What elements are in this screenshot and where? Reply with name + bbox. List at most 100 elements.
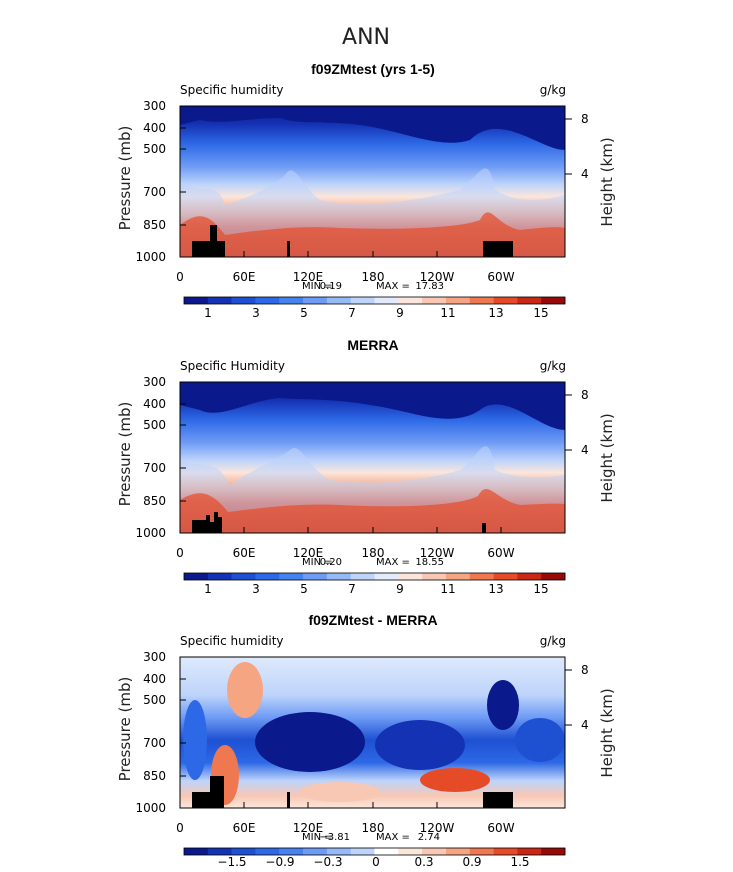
colorbar-label: 0.9 (462, 855, 481, 869)
ytick-label: 850 (143, 494, 166, 508)
colorbar-labels: 1 3 5 7 9 11 13 15 (204, 582, 548, 596)
colorbar-swatch (303, 297, 328, 304)
panel-left-label: Specific Humidity (180, 359, 285, 373)
min-label: MIN = (302, 557, 333, 568)
colorbar-swatch (184, 573, 209, 580)
colorbar-swatch (279, 297, 304, 304)
colorbar-swatch (517, 297, 542, 304)
colorbar-labels: −1.5 −0.9 −0.3 0 0.3 0.9 1.5 (217, 855, 529, 869)
ytick-label: 1000 (135, 250, 166, 264)
y-ticks-left (180, 105, 186, 226)
colorbar-label: 3 (252, 582, 260, 596)
units-label: g/kg (540, 83, 566, 97)
y-axis-left: 300 400 500 700 850 1000 (135, 650, 166, 815)
colorbar-label: 5 (300, 306, 308, 320)
colorbar-swatch (374, 297, 399, 304)
xtick-label: 120E (293, 821, 324, 835)
colorbar-swatch (184, 297, 209, 304)
colorbar-label: 1.5 (510, 855, 529, 869)
ytick-label: 850 (143, 218, 166, 232)
colorbar-swatch (541, 573, 566, 580)
colorbar (183, 572, 566, 581)
colorbar-swatch (279, 848, 304, 855)
colorbar-swatch (326, 848, 351, 855)
colorbar-swatch (231, 848, 256, 855)
units-label: g/kg (540, 634, 566, 648)
y-ticks-left (180, 381, 186, 502)
x-axis: 0 60E 120E 180 120W 60W (176, 821, 515, 835)
colorbar-label: 11 (440, 582, 455, 596)
colorbar-label: 15 (533, 582, 548, 596)
y-axis-title: Pressure (mb) (116, 677, 134, 782)
colorbar-label: −0.3 (313, 855, 342, 869)
xtick-label: 180 (362, 821, 385, 835)
colorbar-frame (183, 847, 566, 856)
colorbar (183, 296, 566, 305)
y-axis-right: 8 4 (581, 663, 589, 732)
colorbar-swatch (493, 573, 518, 580)
xtick-label: 120W (420, 821, 455, 835)
colorbar-swatch (422, 297, 447, 304)
min-label: MIN = (302, 281, 333, 292)
colorbar-swatch (207, 848, 232, 855)
max-label: MAX = (376, 281, 410, 292)
ytick-label: 500 (143, 418, 166, 432)
y-axis-right-title: Height (km) (598, 688, 616, 777)
dry-upper-band (180, 106, 565, 150)
panel-model: f09ZMtest (yrs 1-5) Specific humidity g/… (116, 61, 616, 320)
y-axis-left: 300 400 500 700 850 1000 (135, 375, 166, 540)
topography (192, 512, 486, 533)
min-value: −3.81 (319, 832, 350, 843)
negative-anomaly (487, 680, 519, 730)
max-value: 2.74 (418, 832, 440, 843)
xtick-label: 60E (233, 821, 256, 835)
colorbar-swatch (398, 573, 423, 580)
colorbar-swatch (493, 297, 518, 304)
colorbar-labels: 1 3 5 7 9 11 13 15 (204, 306, 548, 320)
topo-andes (482, 523, 486, 533)
min-value: 0.20 (320, 557, 342, 568)
xtick-label: 0 (176, 270, 184, 284)
ytick-right-label: 4 (581, 443, 589, 457)
negative-anomaly (183, 700, 207, 780)
ytick-label: 400 (143, 397, 166, 411)
colorbar-swatch (231, 297, 256, 304)
colorbar-label: 11 (440, 306, 455, 320)
ytick-right-label: 8 (581, 112, 589, 126)
min-max-stats: MIN = 0.20 MAX = 18.55 (302, 557, 444, 568)
colorbar-label: 5 (300, 582, 308, 596)
positive-anomaly (420, 768, 490, 792)
topography (192, 776, 513, 808)
ytick-label: 700 (143, 461, 166, 475)
colorbar-label: 0 (372, 855, 380, 869)
topo-africa (192, 225, 225, 257)
xtick-label: 120W (420, 270, 455, 284)
moist-lower-band (180, 212, 565, 257)
colorbar-frame (183, 572, 566, 581)
colorbar-label: 1 (204, 582, 212, 596)
panel-title: f09ZMtest (yrs 1-5) (311, 61, 435, 77)
topo-africa (192, 512, 222, 533)
colorbar-swatch (326, 297, 351, 304)
colorbar-swatch (326, 573, 351, 580)
ytick-right-label: 4 (581, 167, 589, 181)
colorbar-swatch (255, 848, 280, 855)
dry-upper-band (180, 382, 565, 430)
y-axis-right: 8 4 (581, 112, 589, 181)
colorbar-swatch (398, 848, 423, 855)
colorbar-swatch (469, 297, 494, 304)
colorbar-swatch (541, 848, 566, 855)
xtick-label: 60E (233, 270, 256, 284)
max-label: MAX = (376, 832, 410, 843)
negative-anomaly (375, 720, 465, 770)
max-label: MAX = (376, 557, 410, 568)
colorbar-label: 3 (252, 306, 260, 320)
colorbar-swatch (207, 573, 232, 580)
topography (192, 225, 513, 257)
min-value: 0.19 (320, 281, 342, 292)
max-value: 17.83 (415, 281, 444, 292)
xtick-label: 180 (362, 546, 385, 560)
x-axis: 0 60E 120E 180 120W 60W (176, 270, 515, 284)
topo-andes (483, 241, 513, 257)
